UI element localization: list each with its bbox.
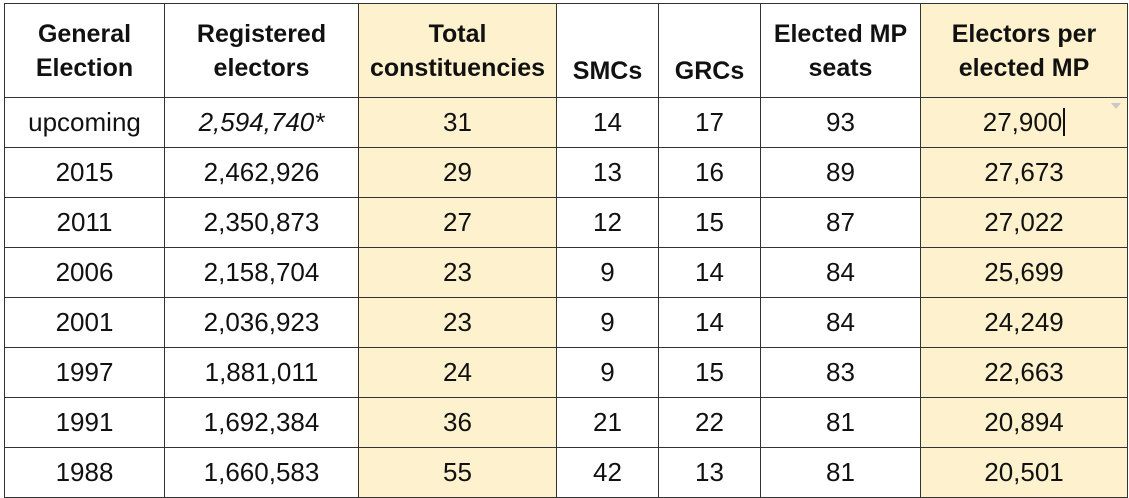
dropdown-arrow-icon[interactable] xyxy=(1111,103,1121,109)
cell-grcs[interactable]: 13 xyxy=(658,447,761,498)
text-cursor xyxy=(1063,108,1066,137)
cell-total-constituencies[interactable]: 23 xyxy=(358,297,557,348)
cell-total-constituencies[interactable]: 55 xyxy=(358,447,557,498)
cell-electors-per-mp[interactable]: 20,501 xyxy=(920,447,1128,498)
cell-elected-mp-seats[interactable]: 89 xyxy=(760,147,921,198)
cell-total-constituencies[interactable]: 31 xyxy=(358,97,557,148)
cell-smcs[interactable]: 9 xyxy=(556,347,659,398)
cell-elected-mp-seats[interactable]: 84 xyxy=(760,247,921,298)
cell-election[interactable]: upcoming xyxy=(4,97,165,148)
cell-smcs[interactable]: 13 xyxy=(556,147,659,198)
cell-electors-per-mp[interactable]: 24,249 xyxy=(920,297,1128,348)
header-line: GRCs xyxy=(674,57,745,85)
header-line: Elected MP xyxy=(773,19,908,48)
cell-registered-electors[interactable]: 1,881,011 xyxy=(164,347,359,398)
cell-total-constituencies[interactable]: 27 xyxy=(358,197,557,248)
cell-registered-electors[interactable]: 2,350,873 xyxy=(164,197,359,248)
cell-elected-mp-seats[interactable]: 81 xyxy=(760,397,921,448)
header-line: Total xyxy=(428,19,487,48)
header-smcs[interactable]: SMCs xyxy=(556,3,659,98)
cell-election[interactable]: 1991 xyxy=(4,397,165,448)
cell-grcs[interactable]: 17 xyxy=(658,97,761,148)
cell-registered-electors[interactable]: 1,692,384 xyxy=(164,397,359,448)
active-cell[interactable]: 27,900 xyxy=(920,97,1128,148)
cell-registered-electors[interactable]: 2,036,923 xyxy=(164,297,359,348)
cell-elected-mp-seats[interactable]: 84 xyxy=(760,297,921,348)
cell-grcs[interactable]: 15 xyxy=(658,347,761,398)
cell-total-constituencies[interactable]: 24 xyxy=(358,347,557,398)
cell-smcs[interactable]: 9 xyxy=(556,247,659,298)
cell-electors-per-mp[interactable]: 22,663 xyxy=(920,347,1128,398)
cell-elected-mp-seats[interactable]: 81 xyxy=(760,447,921,498)
header-line: constituencies xyxy=(369,53,546,82)
header-line: SMCs xyxy=(572,57,643,85)
header-elected-mp-seats[interactable]: Elected MP seats xyxy=(760,3,921,98)
header-line: elected MP xyxy=(958,53,1090,82)
cell-electors-per-mp[interactable]: 27,022 xyxy=(920,197,1128,248)
cell-electors-per-mp[interactable]: 20,894 xyxy=(920,397,1128,448)
cell-electors-per-mp[interactable]: 25,699 xyxy=(920,247,1128,298)
cell-election[interactable]: 2001 xyxy=(4,297,165,348)
cell-total-constituencies[interactable]: 29 xyxy=(358,147,557,198)
header-line: General xyxy=(37,19,132,48)
header-total-constituencies[interactable]: Total constituencies xyxy=(358,3,557,98)
table-row: 2006 2,158,704 23 9 14 84 25,699 xyxy=(4,247,1128,298)
cell-total-constituencies[interactable]: 23 xyxy=(358,247,557,298)
table-row: 1991 1,692,384 36 21 22 81 20,894 xyxy=(4,397,1128,448)
table-row: 1988 1,660,583 55 42 13 81 20,501 xyxy=(4,447,1128,498)
cell-electors-per-mp: 27,900 xyxy=(982,107,1063,137)
cell-election[interactable]: 1997 xyxy=(4,347,165,398)
cell-electors-per-mp[interactable]: 27,673 xyxy=(920,147,1128,198)
header-electors-per-mp[interactable]: Electors per elected MP xyxy=(920,3,1128,98)
cell-elected-mp-seats[interactable]: 87 xyxy=(760,197,921,248)
cell-smcs[interactable]: 9 xyxy=(556,297,659,348)
header-general-election[interactable]: General Election xyxy=(4,3,165,98)
cell-grcs[interactable]: 14 xyxy=(658,247,761,298)
cell-grcs[interactable]: 14 xyxy=(658,297,761,348)
cell-registered-electors[interactable]: 1,660,583 xyxy=(164,447,359,498)
elections-table: General Election Registered electors Tot… xyxy=(4,3,1128,498)
header-line: Electors per xyxy=(951,19,1097,48)
cell-election[interactable]: 2011 xyxy=(4,197,165,248)
cell-elected-mp-seats[interactable]: 83 xyxy=(760,347,921,398)
cell-elected-mp-seats[interactable]: 93 xyxy=(760,97,921,148)
cell-smcs[interactable]: 42 xyxy=(556,447,659,498)
cell-grcs[interactable]: 16 xyxy=(658,147,761,198)
header-line: Registered xyxy=(196,19,327,48)
cell-grcs[interactable]: 22 xyxy=(658,397,761,448)
table-row: upcoming 2,594,740* 31 14 17 93 27,900 xyxy=(4,97,1128,148)
header-grcs[interactable]: GRCs xyxy=(658,3,761,98)
header-line: electors xyxy=(213,53,310,82)
cell-smcs[interactable]: 21 xyxy=(556,397,659,448)
header-line: Election xyxy=(35,53,134,82)
cell-registered-electors[interactable]: 2,594,740* xyxy=(164,97,359,148)
table-row: 2015 2,462,926 29 13 16 89 27,673 xyxy=(4,147,1128,198)
table-row: 2001 2,036,923 23 9 14 84 24,249 xyxy=(4,297,1128,348)
cell-grcs[interactable]: 15 xyxy=(658,197,761,248)
header-row: General Election Registered electors Tot… xyxy=(4,3,1128,98)
cell-smcs[interactable]: 12 xyxy=(556,197,659,248)
header-registered-electors[interactable]: Registered electors xyxy=(164,3,359,98)
header-line: seats xyxy=(808,53,873,82)
table-row: 2011 2,350,873 27 12 15 87 27,022 xyxy=(4,197,1128,248)
cell-election[interactable]: 1988 xyxy=(4,447,165,498)
cell-total-constituencies[interactable]: 36 xyxy=(358,397,557,448)
cell-election[interactable]: 2015 xyxy=(4,147,165,198)
cell-smcs[interactable]: 14 xyxy=(556,97,659,148)
table-row: 1997 1,881,011 24 9 15 83 22,663 xyxy=(4,347,1128,398)
cell-registered-electors[interactable]: 2,462,926 xyxy=(164,147,359,198)
cell-election[interactable]: 2006 xyxy=(4,247,165,298)
cell-registered-electors[interactable]: 2,158,704 xyxy=(164,247,359,298)
